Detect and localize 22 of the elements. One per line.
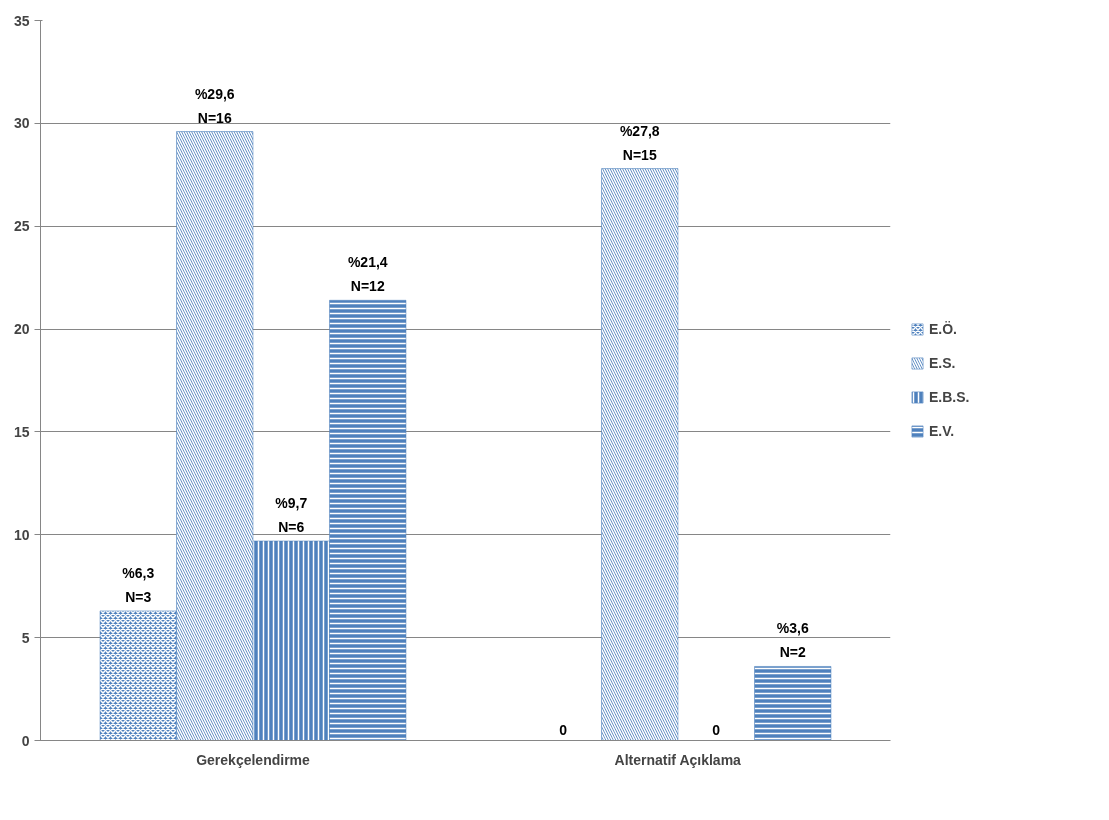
data-label: %9,7 N=6: [275, 494, 308, 535]
data-label: %3,6 N=2: [776, 620, 809, 661]
y-tick-label: 10: [13, 526, 30, 543]
y-tick-label: 30: [13, 115, 30, 132]
legend-label: E.S.: [929, 355, 956, 371]
y-tick-label: 25: [13, 218, 30, 235]
data-label: %29,6 N=16: [194, 85, 235, 126]
data-label: %21,4 N=12: [347, 254, 388, 295]
legend-label: E.V.: [929, 423, 955, 439]
y-tick-label: 5: [21, 629, 30, 646]
data-label: %27,8 N=15: [619, 122, 660, 163]
legend-label: E.Ö.: [929, 321, 958, 337]
y-tick-label: 20: [13, 321, 30, 338]
data-label: 0: [559, 721, 568, 738]
y-tick-label: 15: [13, 423, 30, 440]
data-label: %6,3 N=3: [122, 564, 155, 605]
legend-label: E.B.S.: [929, 389, 970, 405]
y-tick-label: 35: [13, 12, 30, 29]
x-tick-label: Gerekçelendirme: [196, 751, 311, 768]
data-label: 0: [712, 721, 721, 738]
x-tick-label: Alternatif Açıklama: [614, 751, 742, 768]
y-tick-label: 0: [21, 732, 30, 749]
